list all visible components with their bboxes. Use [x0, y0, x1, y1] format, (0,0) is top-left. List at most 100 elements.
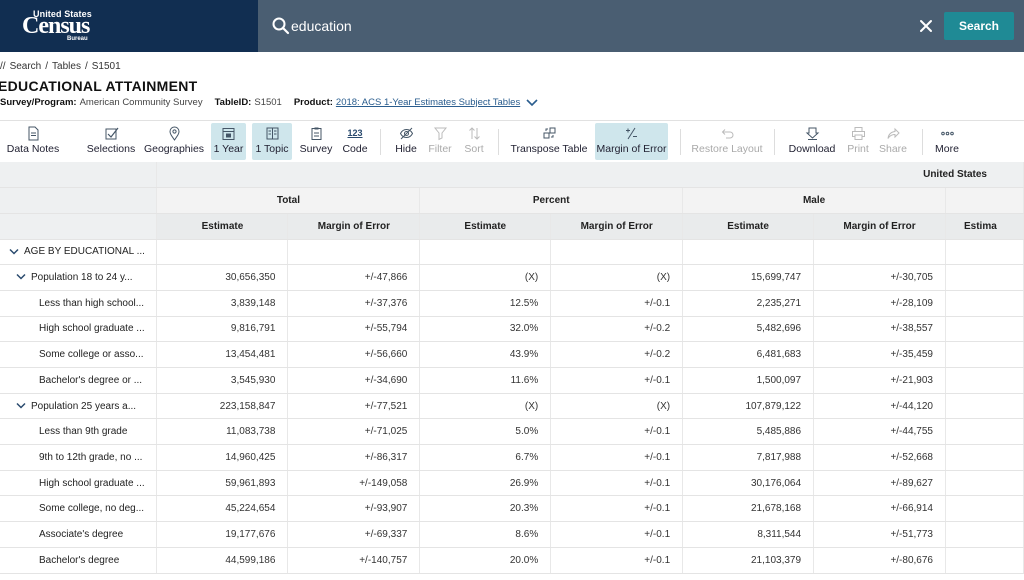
data-notes-label: Data Notes [6, 143, 60, 155]
transpose-table-button[interactable]: Transpose Table [510, 123, 588, 160]
column-header[interactable]: Estimate [682, 213, 815, 240]
selections-button[interactable]: Selections [84, 123, 138, 160]
table-cell: 26.9% [419, 470, 552, 497]
chevron-down-icon[interactable] [9, 248, 19, 256]
chevron-down-icon[interactable] [16, 273, 26, 281]
logo-line1: United States [33, 9, 92, 19]
margin-of-error-label: Margin of Error [596, 143, 667, 155]
transpose-table-label: Transpose Table [510, 143, 588, 155]
table-cell: +/-0.1 [550, 444, 684, 471]
column-header[interactable]: Margin of Error [813, 213, 946, 240]
table-cell: 11,083,738 [156, 418, 289, 446]
column-header[interactable]: Estimate [419, 213, 552, 240]
table-cell: +/-35,459 [813, 341, 946, 368]
column-header[interactable]: Estima [945, 213, 1024, 240]
download-button[interactable]: Download [788, 123, 836, 160]
breadcrumb-search[interactable]: Search [9, 61, 42, 72]
table-cell [550, 239, 684, 266]
search-button[interactable]: Search [944, 12, 1014, 40]
table-cell [945, 470, 1024, 497]
year-button[interactable]: 1 Year [211, 123, 246, 160]
filter-button[interactable]: Filter [426, 123, 454, 160]
table-cell: +/-30,705 [813, 264, 946, 291]
row-label: 9th to 12th grade, no ... [0, 444, 158, 471]
table-cell: +/-28,109 [813, 290, 946, 317]
code-button[interactable]: 123 Code [339, 123, 371, 160]
group-header-total[interactable]: Total [156, 187, 421, 214]
year-label: 1 Year [213, 143, 244, 155]
group-header-percent[interactable]: Percent [419, 187, 684, 214]
geographies-button[interactable]: Geographies [144, 123, 204, 160]
table-cell: +/-47,866 [287, 264, 421, 291]
table-cell [945, 444, 1024, 471]
row-label-text: High school graduate ... [39, 323, 145, 335]
row-label[interactable]: Population 25 years a... [0, 393, 158, 420]
survey-label: Survey [299, 143, 333, 155]
census-logo[interactable]: United States Census Bureau [0, 0, 258, 52]
table-row: Some college, no deg... 45,224,654 +/-93,9… [0, 495, 1024, 523]
search-input[interactable] [291, 13, 891, 39]
row-label-text: Less than 9th grade [39, 426, 128, 438]
survey-button[interactable]: Survey [298, 123, 334, 160]
share-button[interactable]: Share [878, 123, 908, 160]
toolbar-divider [498, 129, 499, 155]
row-label-text: Associate's degree [39, 528, 124, 540]
hide-button[interactable]: Hide [391, 123, 421, 160]
table-cell: +/-51,773 [813, 521, 946, 548]
table-cell: 5,485,886 [682, 418, 815, 446]
table-cell: 32.0% [419, 316, 552, 343]
group-header-next [945, 187, 1024, 214]
margin-of-error-button[interactable]: Margin of Error [595, 123, 668, 160]
group-header-male[interactable]: Male [682, 187, 946, 214]
column-header[interactable]: Estimate [156, 213, 289, 240]
sort-button[interactable]: Sort [461, 123, 487, 160]
topic-button[interactable]: 1 Topic [252, 123, 292, 160]
close-icon[interactable] [915, 15, 937, 37]
breadcrumb: // Search / Tables / S1501 [0, 61, 121, 72]
table-cell [813, 239, 946, 266]
chevron-down-icon[interactable] [16, 402, 26, 410]
geo-header[interactable]: United States [156, 162, 1024, 189]
column-header[interactable]: Margin of Error [550, 213, 684, 240]
page-title: EDUCATIONAL ATTAINMENT [0, 78, 198, 94]
header-row-measures: Estimate Margin of Error Estimate Margin… [0, 213, 1024, 240]
table-cell: 3,839,148 [156, 290, 289, 317]
product-dropdown[interactable]: 2018: ACS 1-Year Estimates Subject Table… [335, 97, 521, 108]
table-cell: +/-52,668 [813, 444, 946, 471]
calendar-icon [222, 128, 235, 140]
table-cell: 14,960,425 [156, 444, 289, 471]
table-cell: +/-34,690 [287, 367, 421, 394]
restore-layout-button[interactable]: Restore Layout [691, 123, 763, 160]
book-icon [266, 127, 278, 140]
data-notes-button[interactable]: Data Notes [6, 123, 60, 160]
code-123-icon: 123 [347, 128, 363, 138]
table-cell: (X) [419, 264, 552, 291]
table-cell: 9,816,791 [156, 316, 289, 343]
row-label[interactable]: AGE BY EDUCATIONAL ... [0, 239, 158, 266]
share-icon [887, 127, 900, 139]
column-header[interactable]: Margin of Error [287, 213, 421, 240]
toolbar-divider [774, 129, 775, 155]
table-cell: 59,961,893 [156, 470, 289, 497]
table-cell: +/-89,627 [813, 470, 946, 497]
chevron-down-icon[interactable] [526, 98, 538, 107]
data-table-container: United States Total Percent Male Estimat… [0, 162, 1024, 580]
map-pin-icon [168, 126, 180, 141]
row-label-text: Some college, no deg... [39, 503, 145, 515]
table-body: AGE BY EDUCATIONAL ... Population 18 to 2… [0, 239, 1024, 574]
more-label: More [935, 143, 959, 155]
row-label[interactable]: Population 18 to 24 y... [0, 264, 158, 291]
more-button[interactable]: More [934, 123, 960, 160]
table-meta: Survey/Program: American Community Survey… [0, 97, 550, 108]
table-cell: 15,699,747 [682, 264, 815, 291]
row-label-text: Population 18 to 24 y... [31, 272, 133, 284]
breadcrumb-tables[interactable]: Tables [52, 61, 81, 72]
document-icon [28, 126, 38, 141]
table-cell [156, 239, 289, 266]
table-cell: 13,454,481 [156, 341, 289, 368]
download-label: Download [788, 143, 836, 155]
table-cell: +/-0.1 [550, 547, 684, 574]
checkbox-icon [105, 127, 118, 140]
breadcrumb-separator: / [84, 61, 88, 72]
print-button[interactable]: Print [845, 123, 871, 160]
